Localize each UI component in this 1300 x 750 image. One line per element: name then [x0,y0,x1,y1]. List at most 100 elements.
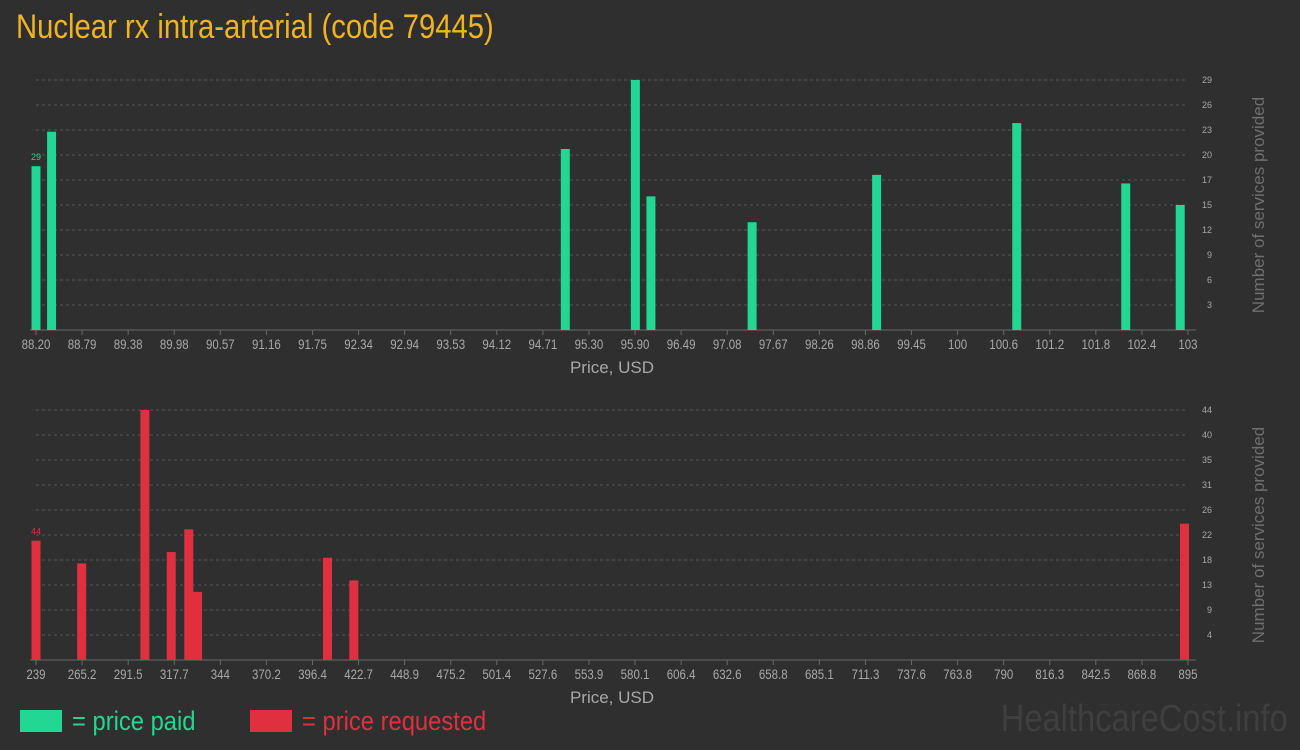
x-tick-label: 103 [1178,336,1197,352]
x-tick-label: 475.2 [436,666,465,682]
x-tick-label: 98.26 [805,336,834,352]
bar [349,580,359,660]
x-tick-label: 580.1 [621,666,650,682]
legend-paid-label: = price paid [72,705,196,736]
y-tick-label: 29 [1202,75,1212,85]
x-tick-label: 842.5 [1081,666,1110,682]
x-tick-label: 102.4 [1128,336,1157,352]
x-tick-label: 632.6 [713,666,742,682]
price-paid-chart: 3 6 9 12 15 17 20 23 26 29 88.20 88.79 89.38 89.98 90.… [22,75,1268,377]
x-tick-label: 527.6 [529,666,558,682]
x-tick-label: 763.8 [943,666,972,682]
y-tick-label: 22 [1202,530,1212,540]
bar [747,222,757,330]
y-tick-label: 44 [1202,405,1212,415]
y-axis-title: Number of services provided [1249,97,1268,313]
x-tick-label: 422.7 [344,666,373,682]
x-tick-label: 89.98 [160,336,189,352]
x-tick-label: 95.30 [575,336,604,352]
y-tick-label: 17 [1202,175,1212,185]
x-tick-label: 553.9 [575,666,604,682]
x-tick-label: 685.1 [805,666,834,682]
x-tick-label: 97.67 [759,336,788,352]
x-tick-label: 95.90 [621,336,650,352]
y-tick-label: 12 [1202,225,1212,235]
legend-paid: = price paid [20,706,212,736]
x-tick-label: 737.6 [897,666,926,682]
bar [560,148,570,330]
legend-paid-swatch [20,710,62,732]
x-tick-label: 239 [26,666,45,682]
x-tick-label: 317.7 [160,666,189,682]
y-tick-label: 9 [1207,250,1212,260]
x-tick-label: 94.71 [529,336,558,352]
x-tick-label: 265.2 [68,666,97,682]
y-tick-label: 26 [1202,100,1212,110]
x-tick-label: 98.86 [851,336,880,352]
max-value-label: 44 [31,527,41,537]
bar [166,552,176,660]
y-tick-label: 40 [1202,430,1212,440]
bar [323,557,333,660]
x-tick-label: 606.4 [667,666,696,682]
y-tick-label: 15 [1202,200,1212,210]
y-tick-label: 3 [1207,300,1212,310]
x-tick-label: 91.75 [298,336,327,352]
x-tick-label: 88.79 [68,336,97,352]
y-tick-label: 4 [1207,630,1212,640]
x-tick-label: 291.5 [114,666,143,682]
bar [1175,205,1185,330]
x-tick-label: 711.3 [852,666,880,682]
x-tick-label: 101.8 [1081,336,1110,352]
bar [184,529,194,660]
y-tick-label: 20 [1202,150,1212,160]
x-tick-label: 101.2 [1035,336,1064,352]
x-tick-label: 89.38 [114,336,143,352]
bar [193,591,203,660]
bar [47,131,57,330]
x-tick-label: 895 [1178,666,1197,682]
y-tick-label: 18 [1202,555,1212,565]
bar [872,174,882,330]
x-tick-label: 92.94 [390,336,419,352]
x-tick-label: 816.3 [1035,666,1064,682]
bar [646,196,656,330]
y-tick-label: 23 [1202,125,1212,135]
x-tick-label: 790 [994,666,1013,682]
y-tick-label: 9 [1207,605,1212,615]
x-axis-title: Price, USD [570,358,654,377]
bar [630,80,640,330]
legend-requested-label: = price requested [302,705,487,736]
y-tick-label: 13 [1202,580,1212,590]
y-axis-title: Number of services provided [1249,427,1268,643]
x-tick-label: 92.34 [344,336,373,352]
x-tick-label: 100 [948,336,967,352]
x-tick-label: 868.8 [1128,666,1157,682]
page-title: Nuclear rx intra-arterial (code 79445) [16,8,494,46]
x-tick-label: 97.08 [713,336,742,352]
legend-requested-swatch [250,710,292,732]
x-tick-label: 448.9 [390,666,419,682]
y-tick-label: 26 [1202,505,1212,515]
x-tick-label: 96.49 [667,336,696,352]
price-requested-chart: 4 9 13 18 22 26 31 35 40 44 239 265.2 291.5 317.7 344 3… [26,405,1268,707]
x-tick-label: 396.4 [298,666,327,682]
legend-requested: = price requested [250,706,511,736]
bar [140,410,150,660]
watermark: HealthcareCost.info [1000,698,1288,740]
y-tick-label: 35 [1202,455,1212,465]
x-tick-label: 100.6 [989,336,1018,352]
x-tick-label: 88.20 [22,336,51,352]
bar [31,540,41,660]
x-tick-label: 90.57 [206,336,235,352]
bar [1179,523,1189,660]
x-tick-label: 99.45 [897,336,926,352]
x-tick-label: 91.16 [252,336,281,352]
y-tick-label: 31 [1202,480,1212,490]
x-tick-label: 501.4 [482,666,511,682]
max-value-label: 29 [31,152,41,162]
bar [77,563,87,660]
x-tick-label: 93.53 [436,336,465,352]
bar [1012,123,1022,330]
y-tick-label: 6 [1207,275,1212,285]
